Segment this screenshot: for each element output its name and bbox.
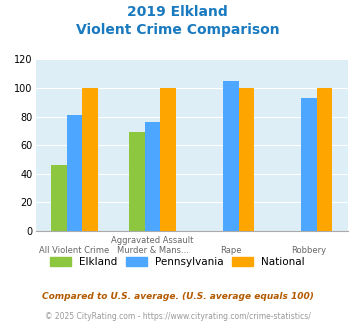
Bar bbox=[301, 98, 317, 231]
Bar bbox=[145, 122, 160, 231]
Bar bbox=[51, 165, 67, 231]
Text: Rape: Rape bbox=[220, 246, 241, 255]
Bar bbox=[82, 88, 98, 231]
Text: 2019 Elkland: 2019 Elkland bbox=[127, 5, 228, 19]
Text: Compared to U.S. average. (U.S. average equals 100): Compared to U.S. average. (U.S. average … bbox=[42, 292, 313, 301]
Text: Aggravated Assault: Aggravated Assault bbox=[111, 236, 194, 245]
Bar bbox=[223, 81, 239, 231]
Text: Robbery: Robbery bbox=[291, 246, 326, 255]
Text: © 2025 CityRating.com - https://www.cityrating.com/crime-statistics/: © 2025 CityRating.com - https://www.city… bbox=[45, 312, 310, 321]
Bar bbox=[129, 132, 145, 231]
Bar bbox=[317, 88, 332, 231]
Text: Murder & Mans...: Murder & Mans... bbox=[117, 246, 189, 255]
Bar bbox=[67, 115, 82, 231]
Bar bbox=[239, 88, 254, 231]
Text: Violent Crime Comparison: Violent Crime Comparison bbox=[76, 23, 279, 37]
Text: All Violent Crime: All Violent Crime bbox=[39, 246, 110, 255]
Bar bbox=[160, 88, 176, 231]
Legend: Elkland, Pennsylvania, National: Elkland, Pennsylvania, National bbox=[50, 257, 305, 267]
